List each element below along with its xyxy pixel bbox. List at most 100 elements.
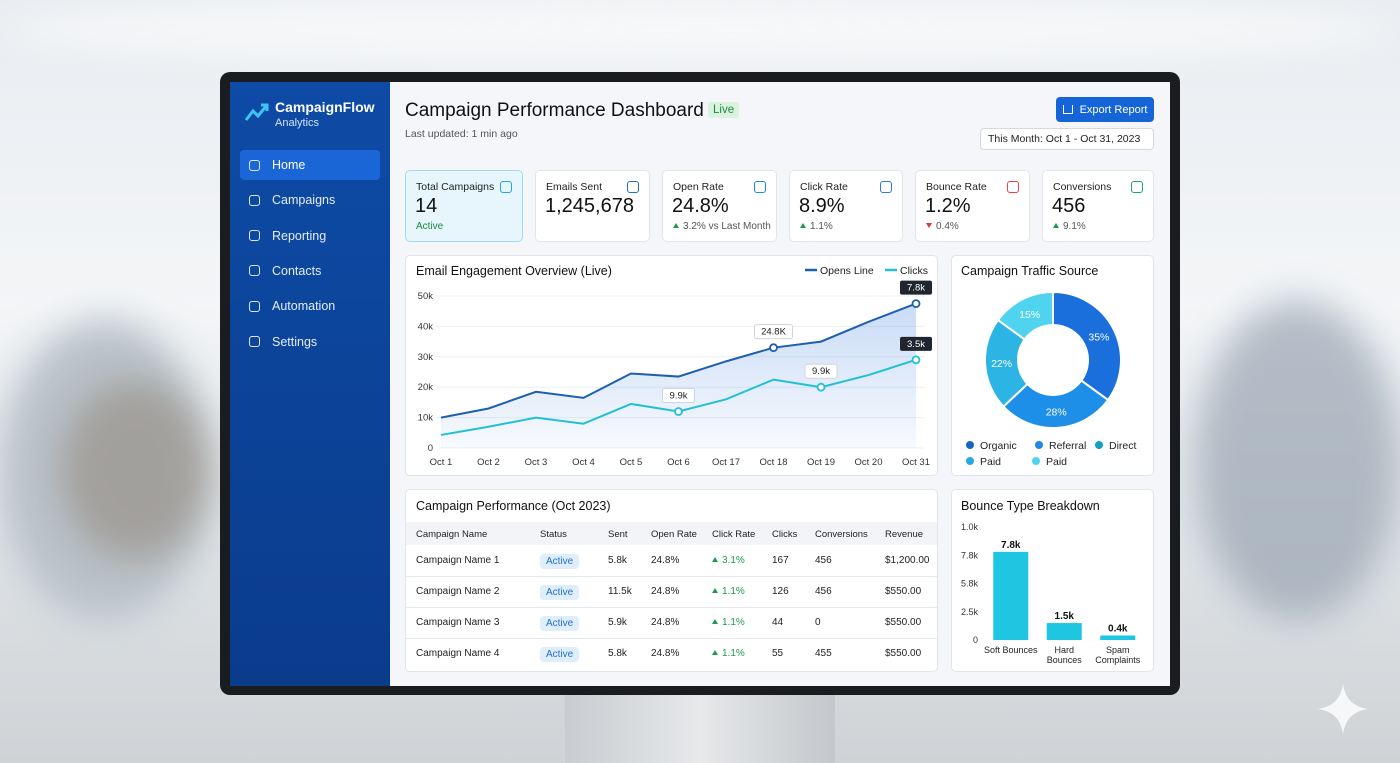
status-pill: Active xyxy=(540,554,580,569)
nav-label: Reporting xyxy=(272,228,327,243)
legend-label: Organic xyxy=(980,440,1017,452)
x-tick-label: Oct 31 xyxy=(902,457,930,468)
kpi-icon xyxy=(1007,181,1019,193)
kpi-value: 1,245,678 xyxy=(545,195,634,217)
kpi-change: 3.2% vs Last Month xyxy=(673,221,771,232)
y-tick-label: 50k xyxy=(418,291,434,302)
table-cell: 24.8% xyxy=(651,648,680,659)
y-tick-label: 20k xyxy=(418,382,434,393)
nav-icon xyxy=(249,265,260,277)
bar-value-label: 0.4k xyxy=(1108,623,1128,634)
table-panel xyxy=(405,489,938,672)
table-cell: $550.00 xyxy=(885,617,922,628)
kpi-icon xyxy=(1131,181,1143,193)
kpi-label: Conversions xyxy=(1053,181,1112,193)
kpi-change: 9.1% xyxy=(1053,221,1086,232)
kpi-card: Conversions 456 9.1% xyxy=(1042,170,1154,242)
table-cell: 456 xyxy=(815,586,832,597)
kpi-icon xyxy=(880,181,892,193)
status-pill: Active xyxy=(540,585,580,600)
brand-name: CampaignFlow xyxy=(275,99,375,115)
column-header: Status xyxy=(540,529,567,540)
table-cell: 3.1% xyxy=(712,555,745,566)
pie-slice xyxy=(996,290,1054,341)
status-pill: Active xyxy=(540,647,580,662)
legend-dot xyxy=(1035,441,1043,449)
table-header-bg xyxy=(406,522,937,545)
kpi-card: Emails Sent 1,245,678 xyxy=(535,170,650,242)
nav-item[interactable]: Contacts xyxy=(240,256,380,286)
legend-label: Opens Line xyxy=(820,265,874,277)
kpi-value: 24.8% xyxy=(672,195,729,217)
table-cell: 1.1% xyxy=(712,648,745,659)
slice-label: 22% xyxy=(991,358,1012,370)
bar-value-label: 7.8k xyxy=(1001,540,1021,551)
callout-label: 7.8k xyxy=(907,283,925,294)
kpi-label: Open Rate xyxy=(673,181,724,193)
y-tick-label: 2.5k xyxy=(961,607,979,617)
kpi-label: Click Rate xyxy=(800,181,848,193)
callout-box xyxy=(804,363,838,379)
callout-box xyxy=(662,388,695,404)
nav-item[interactable]: Campaigns xyxy=(240,185,380,215)
nav-icon xyxy=(249,194,260,206)
table-cell: 44 xyxy=(772,617,784,628)
brand-subtitle: Analytics xyxy=(275,117,320,129)
background-people xyxy=(1195,300,1400,620)
nav-icon xyxy=(249,159,260,171)
table-cell: 167 xyxy=(772,555,789,566)
x-tick-label: Oct 17 xyxy=(712,457,740,468)
date-range-select[interactable]: This Month: Oct 1 - Oct 31, 2023 xyxy=(980,128,1154,150)
table-cell: $550.00 xyxy=(885,586,922,597)
callout-box xyxy=(900,280,932,295)
nav-item[interactable]: Reporting xyxy=(240,221,380,251)
callout-label: 3.5k xyxy=(907,339,925,350)
nav-item[interactable]: Automation xyxy=(240,291,380,321)
y-tick-label: 0 xyxy=(428,443,433,454)
nav-item[interactable]: Home xyxy=(240,150,380,180)
nav-icon xyxy=(249,300,260,312)
export-button[interactable]: Export Report xyxy=(1056,97,1154,122)
x-tick-label: Oct 3 xyxy=(525,457,548,468)
row-divider xyxy=(406,638,937,639)
background-person xyxy=(60,380,210,560)
table-cell: Campaign Name 3 xyxy=(416,617,500,628)
y-tick-label: 7.8k xyxy=(961,550,979,560)
table-cell: 1.1% xyxy=(712,617,745,628)
page-title: Campaign Performance Dashboard xyxy=(405,100,704,121)
x-tick-label: Oct 18 xyxy=(760,457,788,468)
kpi-card: Click Rate 8.9% 1.1% xyxy=(789,170,903,242)
kpi-label: Total Campaigns xyxy=(416,181,495,193)
nav-label: Settings xyxy=(272,334,318,349)
callout-label: 24.8K xyxy=(761,327,786,338)
nav-label: Automation xyxy=(272,299,336,314)
slice-label: 28% xyxy=(1046,406,1067,418)
legend-label: Direct xyxy=(1109,440,1137,452)
table-cell: 5.8k xyxy=(608,648,627,659)
x-tick-label: Spam Complaints xyxy=(1095,645,1141,665)
legend-label: Referral xyxy=(1049,440,1086,452)
panel-title: Campaign Traffic Source xyxy=(961,264,1099,278)
ceiling xyxy=(0,0,1400,60)
column-header: Campaign Name xyxy=(416,529,488,540)
kpi-card: Bounce Rate 1.2% 0.4% xyxy=(915,170,1030,242)
panel-title: Email Engagement Overview (Live) xyxy=(416,264,612,278)
legend-label: Paid xyxy=(980,456,1001,468)
kpi-value: 8.9% xyxy=(799,195,845,217)
table-cell: 24.8% xyxy=(651,586,680,597)
legend-label: Paid xyxy=(1046,456,1067,468)
table-cell: 24.8% xyxy=(651,555,680,566)
kpi-value: 1.2% xyxy=(925,195,971,217)
y-tick-label: 5.8k xyxy=(961,579,979,589)
date-range: This Month: Oct 1 - Oct 31, 2023 xyxy=(988,133,1141,145)
legend-label: Clicks xyxy=(900,265,928,277)
table-cell: 5.8k xyxy=(608,555,627,566)
panel-title: Campaign Performance (Oct 2023) xyxy=(416,499,611,513)
export-label: Export Report xyxy=(1079,103,1148,116)
nav-item[interactable]: Settings xyxy=(240,327,380,357)
last-updated: Last updated: 1 min ago xyxy=(405,128,518,140)
bar xyxy=(1100,635,1136,640)
legend-dot xyxy=(1095,441,1103,449)
point-marker xyxy=(816,382,826,392)
